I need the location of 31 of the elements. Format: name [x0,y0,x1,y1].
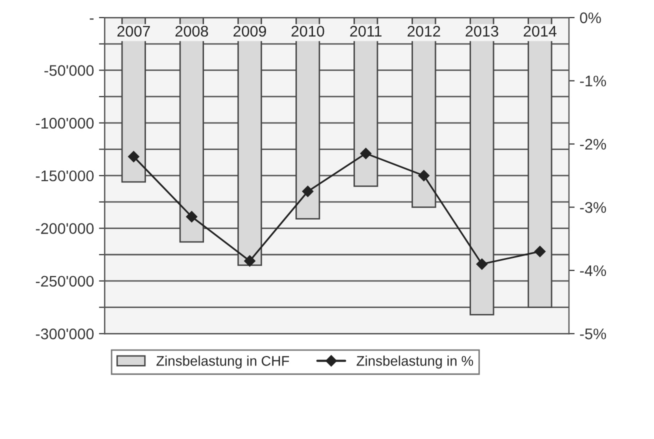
y2-tick-label: -5% [580,328,606,340]
point [186,211,198,222]
x-tick-label: 2014 [524,26,557,37]
x-tick-label: 2011 [350,26,382,37]
y2-tick-label: -4% [580,265,606,276]
y-tick-label: - [90,18,94,20]
legend-label: Zinsbelastung in CHF [156,356,290,369]
point [302,186,314,198]
x-tick-label: 2010 [292,26,324,37]
point [360,148,372,160]
point [244,255,256,267]
y2-tick-label: -3% [580,202,606,213]
x-tick-label: 2008 [175,26,208,37]
y-tick-label: -250'000 [36,276,94,287]
y2-tick-label: 0% [580,12,601,24]
x-tick-label: 2007 [117,26,150,37]
y-tick-label: -150'000 [36,170,94,182]
x-tick-label: 2013 [466,26,498,37]
y2-tick-label: -2% [580,138,606,150]
point [418,170,430,182]
legend-label: Zinsbelastung in % [356,356,474,369]
point [476,258,488,270]
y-tick-label: -100'000 [36,118,94,129]
x-tick-label: 2009 [234,26,266,37]
x-tick-label: 2012 [408,26,440,37]
y-tick-label: -50'000 [44,65,94,76]
point [534,246,546,258]
point [128,151,140,162]
y2-tick-label: -1% [580,76,606,86]
y-tick-label: -200'000 [36,223,94,234]
y-tick-label: -300'000 [36,328,94,340]
